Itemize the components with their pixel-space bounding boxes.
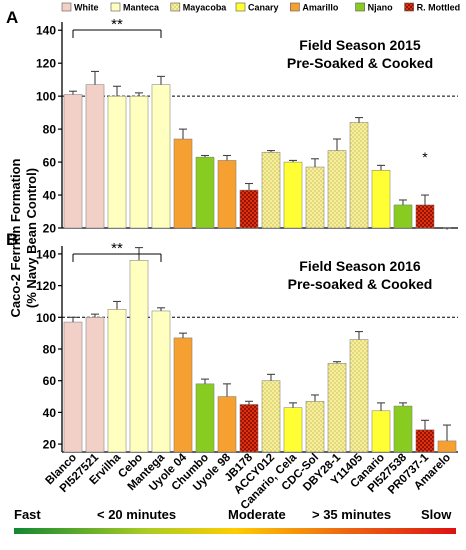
legend-swatch-4	[290, 2, 300, 12]
bar-13	[349, 339, 369, 453]
bar-11	[305, 401, 325, 453]
legend-label-4: Amarillo	[302, 3, 339, 13]
legend-swatch-5	[355, 2, 365, 12]
legend-label-6: R. Mottled	[417, 3, 461, 13]
panel-a-title-line2: Pre-Soaked & Cooked	[287, 55, 433, 71]
legend-swatch-1	[110, 2, 121, 12]
speed-label-moderate: Moderate	[228, 507, 286, 522]
bar-4	[151, 84, 171, 229]
bar-1	[85, 84, 105, 229]
speed-label-fast: Fast	[14, 507, 41, 522]
legend-swatch-3	[235, 2, 246, 12]
legend-label-1: Manteca	[123, 3, 160, 13]
bar-14	[371, 170, 391, 229]
legend-label-2: Mayacoba	[183, 3, 228, 13]
bar-3	[129, 260, 149, 453]
y-tick-label: 40	[43, 189, 57, 203]
bar-11	[305, 166, 325, 229]
panel-b-title-line2: Pre-soaked & Cooked	[288, 276, 433, 292]
legend-label-0: White	[74, 3, 99, 13]
bar-12	[327, 150, 347, 229]
y-tick-label: 20	[43, 438, 57, 452]
y-tick-label: 60	[43, 374, 57, 388]
panel-b-title-line1: Field Season 2016	[299, 258, 421, 274]
legend-label-3: Canary	[248, 3, 279, 13]
legend-swatch-2	[170, 2, 181, 12]
bar-0	[63, 94, 83, 229]
bar-2	[107, 309, 127, 453]
asterisk-label: *	[422, 149, 428, 165]
bar-13	[349, 122, 369, 229]
legend: White Manteca Mayacoba Canary Amarillo Njano R…	[61, 2, 461, 13]
bar-8	[239, 189, 259, 229]
bar-15	[393, 204, 413, 229]
panel-letter-a: A	[6, 8, 18, 27]
significance-label: **	[111, 240, 123, 257]
bar-6	[195, 156, 215, 229]
bar-17	[437, 440, 457, 453]
y-tick-label: 140	[36, 247, 56, 261]
bar-14	[371, 410, 391, 453]
y-tick-label: 100	[36, 311, 56, 325]
y-tick-label: 40	[43, 406, 57, 420]
bar-1	[85, 317, 105, 453]
y-tick-label: 140	[36, 24, 56, 38]
panel-a-title-line1: Field Season 2015	[299, 37, 421, 53]
bar-6	[195, 383, 215, 453]
y-axis-label: Caco-2 Ferritin Formation (% Navy Bean C…	[8, 158, 39, 317]
speed-label-under-20: < 20 minutes	[97, 507, 176, 522]
bar-7	[217, 160, 237, 229]
bar-10	[283, 161, 303, 229]
bar-5	[173, 138, 193, 229]
bar-3	[129, 95, 149, 229]
y-tick-label: 120	[36, 279, 56, 293]
bar-10	[283, 407, 303, 453]
y-axis-label-line2: (% Navy Bean Control)	[24, 168, 39, 308]
bar-7	[217, 396, 237, 453]
speed-label-slow: Slow	[421, 507, 452, 522]
bar-2	[107, 95, 127, 229]
y-tick-label: 80	[43, 123, 57, 137]
y-tick-label: 20	[43, 222, 57, 236]
bar-4	[151, 310, 171, 453]
y-tick-label: 120	[36, 57, 56, 71]
y-tick-label: 60	[43, 156, 57, 170]
bar-16	[415, 204, 435, 229]
y-tick-label: 100	[36, 90, 56, 104]
y-tick-label: 80	[43, 343, 57, 357]
y-axis-label-line1: Caco-2 Ferritin Formation	[8, 158, 23, 317]
bar-9	[261, 151, 281, 229]
legend-label-5: Njano	[368, 3, 394, 13]
bar-5	[173, 337, 193, 453]
panel-letter-b: B	[6, 230, 18, 249]
bar-16	[415, 429, 435, 453]
speed-label-over-35: > 35 minutes	[312, 507, 391, 522]
bar-15	[393, 405, 413, 453]
legend-swatch-0	[61, 2, 72, 12]
bar-9	[261, 380, 281, 453]
speed-gradient-bar	[14, 528, 456, 534]
significance-label: **	[111, 16, 123, 33]
bar-0	[63, 321, 83, 453]
bar-12	[327, 363, 347, 453]
bar-8	[239, 404, 259, 453]
legend-swatch-6	[404, 2, 414, 12]
